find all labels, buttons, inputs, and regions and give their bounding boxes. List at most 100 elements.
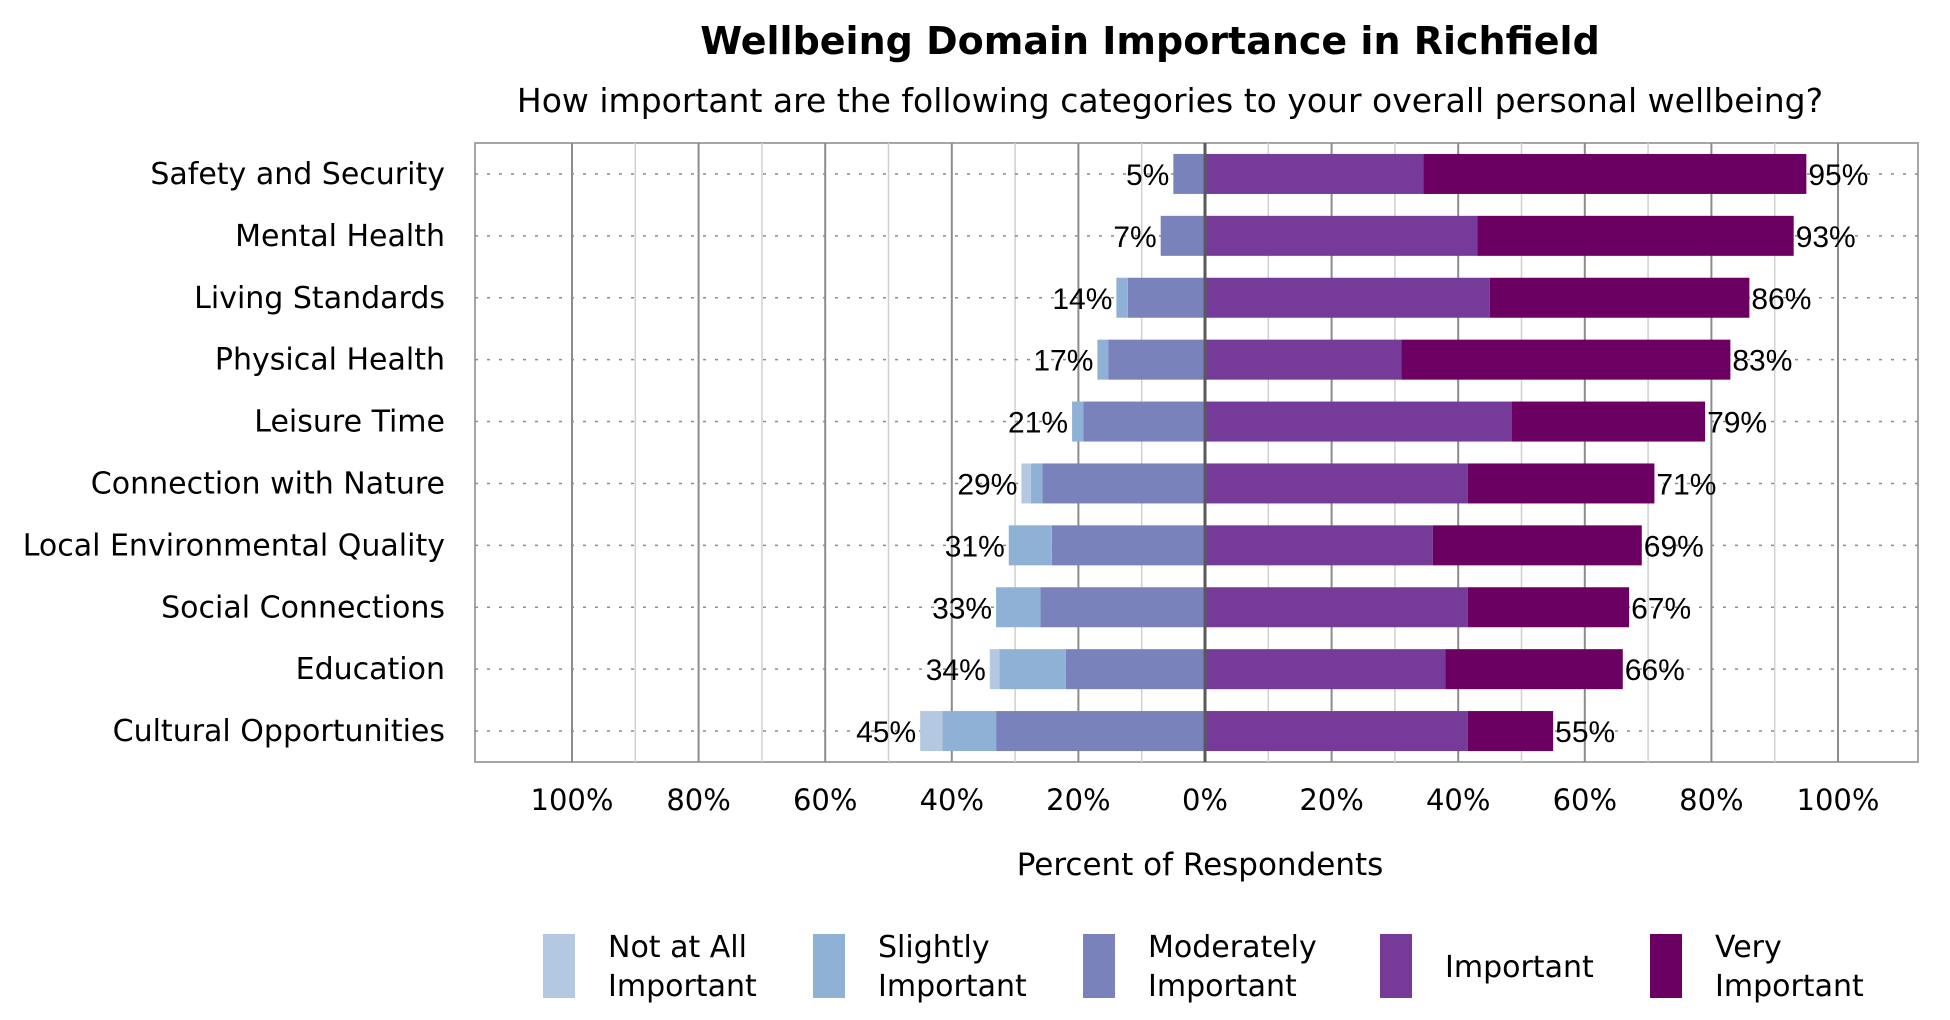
bar-moderately-important-mental-health (1160, 215, 1205, 256)
category-label: Safety and Security (150, 157, 445, 192)
positive-total-label: 71% (1656, 468, 1716, 501)
category-label: Living Standards (194, 281, 445, 316)
positive-total-label: 67% (1631, 592, 1691, 625)
category-label: Local Environmental Quality (23, 528, 445, 563)
bar-moderately-important-safety-and-security (1173, 153, 1205, 194)
bar-very-important-education (1445, 649, 1623, 690)
legend-label: Important (1715, 969, 1864, 1004)
x-axis-title: Percent of Respondents (1017, 847, 1384, 883)
positive-total-label: 93% (1796, 221, 1856, 254)
legend-label: Important (608, 969, 757, 1004)
bar-important-physical-health (1205, 339, 1402, 380)
category-label: Education (296, 652, 445, 687)
bar-moderately-important-education (1065, 649, 1205, 690)
bar-very-important-mental-health (1477, 215, 1794, 256)
bar-very-important-connection-with-nature (1467, 463, 1655, 504)
legend: Not at All Important Slightly Important Mode… (543, 930, 1864, 1004)
bar-slightly-important-connection-with-nature (1030, 463, 1043, 504)
bar-moderately-important-cultural-opportunities (996, 711, 1205, 752)
bar-important-education (1205, 649, 1446, 690)
positive-total-label: 83% (1732, 345, 1792, 378)
bar-moderately-important-leisure-time (1083, 401, 1205, 442)
positive-total-label: 79% (1707, 407, 1767, 440)
legend-label: Slightly (878, 930, 990, 965)
bar-moderately-important-living-standards (1127, 277, 1205, 318)
category-label: Connection with Nature (91, 466, 445, 501)
negative-total-label: 21% (1008, 407, 1068, 440)
bar-slightly-important-physical-health (1097, 339, 1109, 380)
bar-important-mental-health (1205, 215, 1478, 256)
bar-not-at-all-important-cultural-opportunities (920, 711, 943, 752)
bar-slightly-important-local-environmental-quality (1008, 525, 1052, 566)
x-tick-label: 40% (920, 783, 984, 817)
x-tick-label: 80% (666, 783, 730, 817)
chart-title: Wellbeing Domain Importance in Richfield (700, 19, 1600, 63)
positive-total-label: 66% (1625, 654, 1685, 687)
legend-swatch-moderately-important (1083, 934, 1115, 998)
bar-important-social-connections (1205, 587, 1468, 628)
negative-total-label: 14% (1052, 283, 1112, 316)
bar-important-safety-and-security (1205, 153, 1424, 194)
negative-total-label: 5% (1126, 159, 1169, 192)
x-tick-label: 100% (1797, 783, 1880, 817)
positive-total-label: 86% (1751, 283, 1811, 316)
bar-very-important-living-standards (1489, 277, 1750, 318)
legend-label: Important (1148, 969, 1297, 1004)
plot-frame (474, 142, 1919, 763)
legend-swatch-important (1380, 934, 1412, 998)
bar-not-at-all-important-connection-with-nature (1021, 463, 1031, 504)
legend-swatch-not-at-all-important (543, 934, 575, 998)
x-tick-label: 60% (793, 783, 857, 817)
bar-important-living-standards (1205, 277, 1490, 318)
bars-layer (920, 153, 1807, 752)
x-tick-label: 60% (1553, 783, 1617, 817)
labels-layer: Safety and Security 5% 95% Mental Health 7% 9… (23, 157, 1869, 749)
bar-slightly-important-leisure-time (1072, 401, 1084, 442)
bar-important-connection-with-nature (1205, 463, 1468, 504)
negative-total-label: 29% (957, 468, 1017, 501)
legend-label: Not at All (608, 930, 747, 965)
x-tick-label: 20% (1299, 783, 1363, 817)
category-label: Cultural Opportunities (113, 714, 445, 749)
x-tick-label: 40% (1426, 783, 1490, 817)
bar-very-important-social-connections (1467, 587, 1630, 628)
bar-very-important-safety-and-security (1423, 153, 1807, 194)
negative-total-label: 7% (1113, 221, 1156, 254)
category-label: Social Connections (161, 590, 445, 625)
bar-very-important-leisure-time (1512, 401, 1706, 442)
legend-label: Very (1715, 930, 1782, 965)
positive-total-label: 69% (1644, 530, 1704, 563)
chart-subtitle: How important are the following categori… (517, 81, 1823, 120)
bar-moderately-important-local-environmental-quality (1051, 525, 1205, 566)
category-label: Physical Health (215, 343, 445, 378)
bar-important-cultural-opportunities (1205, 711, 1468, 752)
bar-moderately-important-connection-with-nature (1042, 463, 1205, 504)
bar-very-important-physical-health (1401, 339, 1731, 380)
bar-slightly-important-education (999, 649, 1066, 690)
x-tick-label: 80% (1679, 783, 1743, 817)
bar-moderately-important-social-connections (1040, 587, 1205, 628)
negative-total-label: 31% (945, 530, 1005, 563)
legend-label: Important (878, 969, 1027, 1004)
x-tick-label: 0% (1182, 783, 1228, 817)
legend-label: Important (1445, 950, 1594, 985)
negative-total-label: 33% (932, 592, 992, 625)
positive-total-label: 55% (1555, 716, 1615, 749)
legend-swatch-very-important (1650, 934, 1682, 998)
bar-moderately-important-physical-health (1108, 339, 1205, 380)
bar-important-local-environmental-quality (1205, 525, 1433, 566)
bar-important-leisure-time (1205, 401, 1513, 442)
category-label: Leisure Time (254, 405, 445, 440)
bar-very-important-cultural-opportunities (1467, 711, 1554, 752)
bar-slightly-important-social-connections (996, 587, 1041, 628)
legend-swatch-slightly-important (813, 934, 845, 998)
negative-total-label: 17% (1033, 345, 1093, 378)
x-tick-label: 20% (1046, 783, 1110, 817)
bar-slightly-important-living-standards (1116, 277, 1128, 318)
bar-slightly-important-cultural-opportunities (942, 711, 997, 752)
negative-total-label: 34% (926, 654, 986, 687)
x-tick-label: 100% (531, 783, 614, 817)
positive-total-label: 95% (1808, 159, 1868, 192)
